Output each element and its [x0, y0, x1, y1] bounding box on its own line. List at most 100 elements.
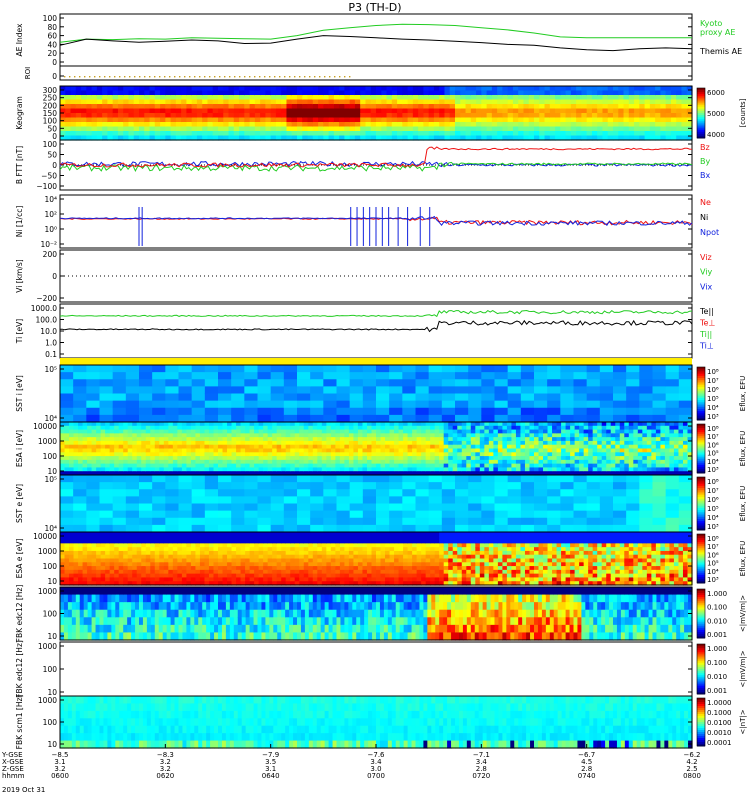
- heat-cell: [402, 113, 409, 119]
- heat-cell: [233, 99, 240, 105]
- heat-cell: [328, 95, 335, 101]
- heat-cell: [172, 448, 178, 453]
- heat-cell: [402, 489, 417, 497]
- heat-cell: [152, 365, 166, 373]
- heat-cell: [308, 459, 314, 465]
- heat-cell: [494, 496, 509, 505]
- heat-cell: [415, 372, 430, 380]
- heat-cell: [439, 86, 446, 92]
- heat-cell: [528, 131, 535, 137]
- heat-cell: [257, 510, 272, 519]
- heat-cell: [613, 517, 627, 526]
- heat-cell: [218, 517, 232, 526]
- heat-cell: [376, 99, 382, 105]
- heat-cell: [484, 467, 490, 472]
- heat-cell: [673, 437, 680, 442]
- heat-cell: [64, 433, 70, 438]
- bfield-ytick-label: −100: [36, 182, 57, 191]
- heat-cell: [466, 433, 472, 438]
- heat-cell: [165, 365, 180, 373]
- heat-cell: [615, 422, 621, 427]
- heat-cell: [310, 407, 324, 416]
- heat-cell: [639, 475, 654, 483]
- heat-cell: [421, 429, 427, 434]
- ae-ytick-label: 20: [47, 49, 57, 58]
- heat-cell: [303, 425, 309, 431]
- heat-cell: [398, 448, 404, 453]
- heat-cell: [312, 463, 318, 469]
- heat-cell: [285, 471, 291, 476]
- heat-cell: [624, 463, 630, 469]
- heat-cell: [231, 452, 237, 457]
- heat-cell: [136, 459, 142, 465]
- heat-cell: [402, 496, 417, 505]
- heat-cell: [136, 535, 142, 541]
- heat-cell: [196, 113, 203, 119]
- heat-cell: [576, 90, 582, 96]
- heat-cell: [285, 437, 291, 442]
- heat-cell: [460, 135, 467, 141]
- heat-cell: [231, 510, 245, 519]
- heat-cell: [452, 467, 458, 472]
- heat-cell: [154, 566, 160, 571]
- heat-cell: [481, 489, 496, 497]
- heat-cell: [291, 108, 298, 114]
- heat-cell: [257, 482, 272, 490]
- heat-cell: [468, 365, 482, 373]
- heat-cell: [449, 122, 456, 128]
- heat-cell: [428, 407, 443, 416]
- heat-cell: [223, 95, 230, 101]
- heat-cell: [560, 372, 575, 380]
- heat-cell: [204, 550, 210, 556]
- heat-cell: [222, 429, 228, 434]
- colorbar-cell: [697, 391, 705, 394]
- heat-cell: [398, 463, 404, 469]
- heat-cell: [376, 448, 382, 453]
- heat-cell: [416, 440, 422, 446]
- heat-cell: [354, 95, 361, 101]
- heat-cell: [258, 463, 264, 469]
- heat-cell: [117, 117, 124, 123]
- heat-cell: [520, 517, 535, 526]
- quality-band: [60, 358, 692, 365]
- heat-cell: [403, 471, 409, 476]
- heat-cell: [254, 126, 261, 132]
- heat-cell: [127, 577, 133, 582]
- heat-cell: [421, 471, 427, 476]
- heat-cell: [402, 108, 409, 114]
- heat-cell: [682, 437, 689, 442]
- heat-cell: [468, 489, 482, 497]
- heat-cell: [64, 452, 70, 457]
- heat-cell: [602, 104, 609, 110]
- heat-cell: [291, 113, 298, 119]
- roi-dot: [334, 76, 336, 78]
- heat-cell: [178, 372, 193, 380]
- heat-cell: [586, 414, 601, 423]
- heat-cell: [150, 539, 156, 544]
- heat-cell: [96, 95, 103, 101]
- heat-cell: [177, 558, 183, 563]
- heat-cell: [586, 496, 601, 505]
- heat-cell: [652, 414, 667, 423]
- heat-cell: [376, 131, 382, 137]
- heat-cell: [466, 452, 472, 457]
- heat-cell: [592, 422, 598, 427]
- heat-cell: [270, 122, 277, 128]
- heat-cell: [175, 122, 182, 128]
- heat-cell: [145, 543, 151, 548]
- heat-cell: [218, 463, 224, 469]
- heat-cell: [105, 562, 111, 567]
- heat-cell: [547, 440, 553, 446]
- heat-cell: [449, 113, 456, 119]
- heat-cell: [123, 99, 130, 105]
- heat-cell: [321, 452, 327, 457]
- heat-cell: [233, 122, 240, 128]
- heat-cell: [208, 437, 215, 442]
- heat-cell: [123, 554, 129, 560]
- heat-cell: [236, 456, 242, 461]
- heat-cell: [547, 444, 553, 450]
- heat-cell: [125, 386, 140, 395]
- heat-cell: [249, 448, 255, 453]
- heat-cell: [570, 425, 576, 431]
- heat-cell: [681, 104, 688, 110]
